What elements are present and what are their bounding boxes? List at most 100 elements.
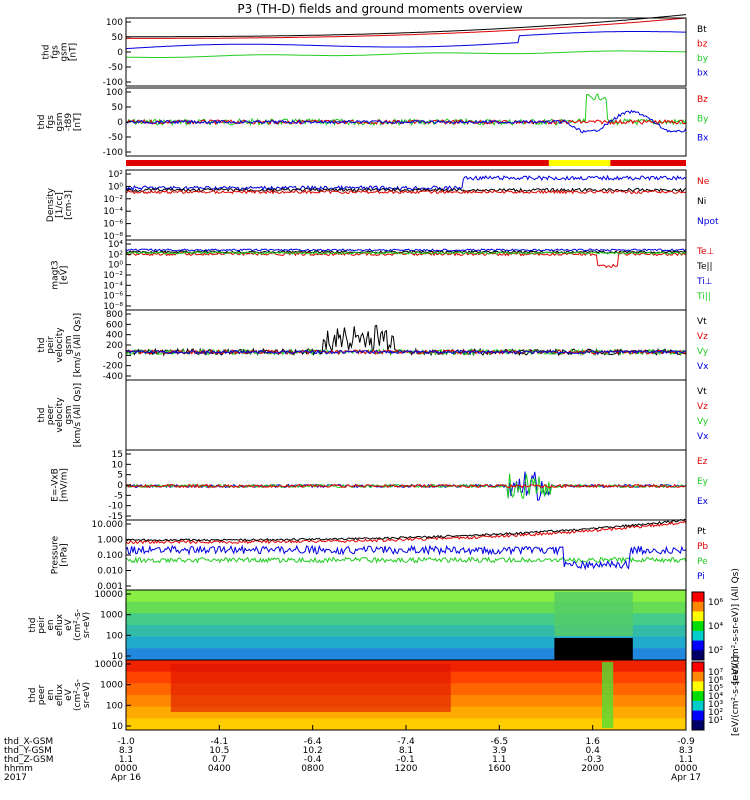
mode-bar [126,160,686,166]
orbit-row-label: hhmm [4,764,33,774]
legend-entry: Vx [697,432,709,442]
y-tick-label: 200 [106,341,123,351]
y-axis-label: eflux [55,683,65,706]
y-tick-label: 10⁴ [108,240,123,250]
y-axis-label: thd [28,618,38,633]
series-vx [125,349,687,355]
y-tick-label: -50 [108,63,123,73]
mode-bar-red [126,160,686,166]
spectrogram-band [126,718,686,731]
y-gsm-value: 8.3 [679,746,693,756]
spectrogram-band [126,648,686,661]
x-tick-label: 1600 [488,764,511,774]
colorbar-tick: 10¹ [708,716,723,726]
colorbar-ion: 10⁶ 10⁴ 10² [eV/(cm²-s-sr-eV)] (All Qs) [691,568,741,684]
z-gsm-value: 1.1 [119,755,133,765]
legend-entry: bz [697,40,708,50]
spectrogram-band [126,613,686,626]
y-tick-label: 10⁻⁴ [103,207,123,217]
x-gsm-value: -6.5 [491,737,509,747]
y-tick-label: -10 [108,502,123,512]
y-tick-label: 10⁻⁸ [103,232,123,242]
y-tick-label: 10⁰ [108,261,123,271]
y-tick-label: 600 [106,320,123,330]
y-tick-label: 10⁻² [103,195,123,205]
y-tick-label: 1000 [100,681,123,691]
orbit-row-label: thd_Z-GSM [4,755,53,765]
legend-entry: Npot [697,217,719,227]
y-tick-label: 100 [106,18,123,28]
legend-entry: Pi [697,572,705,582]
y-gsm-value: 10.5 [209,746,229,756]
panel-ve: thd peer velocity gsm [km/s (All Qs)] Vt Vz Vy V… [37,379,709,451]
y-tick-label: -400 [103,372,124,382]
colorbar-tick: 10² [708,646,723,656]
colorbar-segment [692,710,704,721]
panel-fgs: 100 50 0 -50 -100 thd fgs gsm [nT] Bt bz by bx [42,14,709,88]
y-axis-label: gsm [64,335,74,354]
series-pe [125,556,687,564]
legend-entry: Te⊥ [696,247,715,257]
spectrogram-band [126,625,686,638]
series-ti-par [125,251,687,255]
x-gsm-value: -4.1 [211,737,229,747]
y-tick-label: 400 [106,331,123,341]
spectrogram-band [126,601,686,614]
y-tick-label: -50 [108,133,123,143]
spectrogram-band [126,590,686,603]
spectrogram-band [170,664,451,712]
y-tick-label: 10 [112,460,124,470]
panel-pressure: 10.000 1.000 0.100 0.010 0.001 Pressure [nPa] P… [51,518,708,592]
y-axis-label: en [46,619,56,630]
colorbar-segment [692,592,704,603]
y-tick-label: 10⁻⁸ [103,302,123,312]
y-axis-label: velocity [55,327,65,363]
series-npot [125,174,687,192]
x-gsm-value: -0.9 [677,737,695,747]
y-axis-label: thd [37,338,47,353]
y-tick-label: 10² [108,170,123,180]
colorbar-segment [692,671,704,682]
panel-frame [125,519,687,591]
legend-entry: Ey [697,477,709,487]
legend-entry: Vx [697,362,709,372]
y-tick-label: 0.010 [97,567,123,577]
y-tick-label: -5 [114,491,123,501]
y-axis-label: [cm-3] [64,190,74,220]
y-axis-label: peer [46,404,56,425]
x-tick-label: 0000 [675,764,698,774]
legend-entry: Ni [697,197,706,207]
legend-entry: Vz [697,332,708,342]
colorbar-segment [692,650,704,661]
y-tick-label: 10 [112,722,124,732]
colorbar-tick: 10⁴ [708,692,723,702]
y-tick-label: 1.000 [97,536,123,546]
series-ni [125,187,687,193]
series-ti-perp [125,248,687,252]
panel-ion_spec: 10000 1000 100 10 thd peir en eflux eV (cm²-s-sr-… [28,589,687,662]
series-ne [125,189,687,195]
legend-entry: Vz [697,402,708,412]
y-gsm-value: 8.3 [119,746,133,756]
x-tick-label: 2000 [581,764,604,774]
y-axis-label: peir [37,616,47,634]
date-label: Apr 17 [671,773,701,783]
colorbar-tick: 10⁷ [708,668,723,678]
legend-entry: By [697,114,709,124]
legend-entry: Ez [697,457,708,467]
y-tick-label: -100 [103,78,124,88]
y-axis-label: gsm [55,112,65,131]
y-axis-label: magt3 [51,260,61,289]
y-axis-label: [mV/m] [60,468,70,502]
x-tick-label: 0800 [301,764,324,774]
y-tick-label: 50 [112,33,124,43]
series-ez [125,483,687,489]
legend-entry: Bt [697,25,707,35]
date-label: Apr 16 [111,773,141,783]
y-tick-label: 10000 [94,590,123,600]
y-tick-label: 50 [112,103,124,113]
